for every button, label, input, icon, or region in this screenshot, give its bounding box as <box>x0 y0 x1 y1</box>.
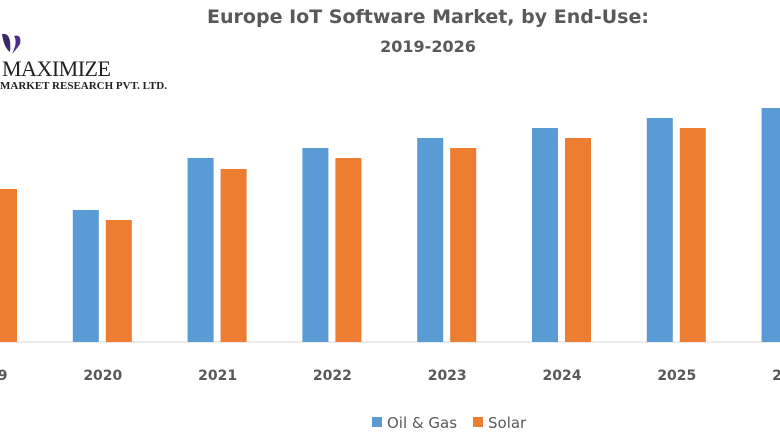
x-tick-label: 2020 <box>83 368 122 384</box>
bar-oil-gas-2021 <box>187 158 214 342</box>
bar-solar-2019 <box>0 189 17 342</box>
bar-solar-2021 <box>220 169 247 342</box>
chart-title: Europe IoT Software Market, by End-Use: <box>207 6 649 28</box>
chart-subtitle: 2019-2026 <box>380 37 476 56</box>
x-tick-label: 2019 <box>0 368 7 384</box>
bar-oil-gas-2020 <box>72 210 99 342</box>
bar-oil-gas-2024 <box>532 128 558 342</box>
x-tick-label: 2023 <box>428 368 467 384</box>
bar-oil-gas-2022 <box>302 148 329 342</box>
x-tick-label: 2026 <box>772 368 780 384</box>
logo-mark-icon <box>2 33 21 54</box>
x-tick-label: 2022 <box>313 368 352 384</box>
legend-label: Solar <box>488 414 527 432</box>
legend: Oil & Gas Solar <box>372 414 527 432</box>
logo-text-line2: MARKET RESEARCH PVT. LTD. <box>0 80 167 92</box>
bar-oil-gas-2025 <box>646 118 673 342</box>
x-tick-label: 2021 <box>198 368 237 384</box>
bar-solar-2025 <box>679 128 706 342</box>
bar-oil-gas-2023 <box>417 138 444 342</box>
logo-text-line1: MAXIMIZE <box>2 56 111 81</box>
bar-solar-2023 <box>450 148 477 342</box>
bar-solar-2020 <box>105 220 132 342</box>
x-tick-label: 2025 <box>657 368 696 384</box>
bar-solar-2022 <box>335 158 362 342</box>
bar-solar-2024 <box>565 138 591 342</box>
x-tick-label: 2024 <box>543 368 582 384</box>
legend-label: Oil & Gas <box>387 414 457 432</box>
legend-swatch-oil-gas <box>372 417 382 427</box>
bar-oil-gas-2026 <box>761 108 780 342</box>
legend-swatch-solar <box>473 417 483 427</box>
